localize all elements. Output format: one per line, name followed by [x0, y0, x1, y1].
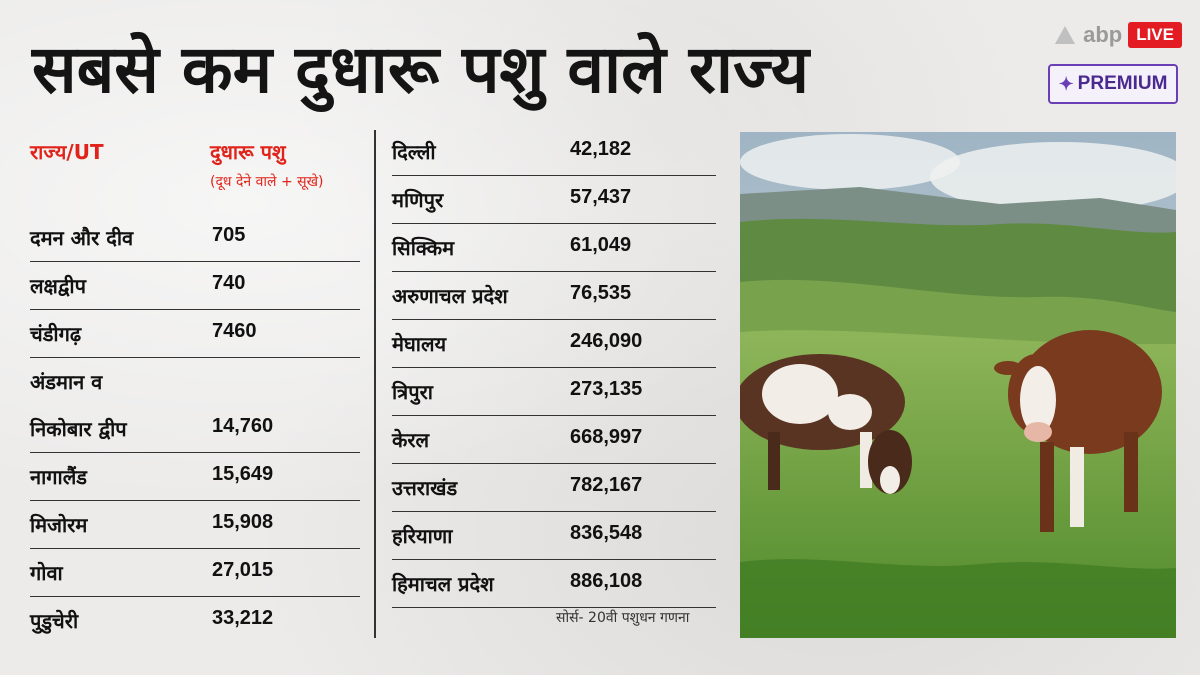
state-name: दमन और दीव [30, 226, 134, 250]
table-row: केरल 668,997 [392, 416, 716, 464]
animal-count: 15,908 [212, 511, 274, 533]
animal-count: 27,015 [212, 559, 274, 581]
state-name: निकोबार द्वीप [30, 417, 127, 441]
state-name: सिक्किम [392, 236, 455, 260]
table-row: मेघालय 246,090 [392, 320, 716, 368]
source-note: सोर्स- 20वी पशुधन गणना [556, 610, 690, 626]
table-row: सिक्किम 61,049 [392, 224, 716, 272]
table-row: हिमाचल प्रदेश 886,108 [392, 560, 716, 608]
table-row: अंडमान व [30, 358, 360, 405]
table-row: दिल्ली 42,182 [392, 128, 716, 176]
table-header: राज्य/UT दुधारू पशु (दूध देने वाले + सूख… [30, 128, 360, 214]
animal-count: 782,167 [570, 474, 643, 496]
left-table: राज्य/UT दुधारू पशु (दूध देने वाले + सूख… [30, 128, 360, 644]
live-badge: LIVE [1128, 22, 1182, 48]
premium-label: PREMIUM [1077, 73, 1168, 94]
table-row: निकोबार द्वीप 14,760 [30, 405, 360, 453]
state-name: उत्तराखंड [392, 476, 458, 500]
header-state: राज्य/UT [30, 140, 104, 164]
state-name: त्रिपुरा [392, 380, 433, 404]
animal-count: 273,135 [570, 378, 643, 400]
animal-count: 61,049 [570, 234, 632, 256]
page-title: सबसे कम दुधारू पशु वाले राज्य [32, 31, 809, 108]
state-name: दिल्ली [392, 140, 436, 164]
animal-count: 42,182 [570, 138, 632, 160]
state-name: अरुणाचल प्रदेश [392, 284, 508, 308]
sparkle-icon: ✦ [1058, 73, 1074, 94]
right-cow [994, 330, 1162, 532]
brand-logo[interactable]: abp LIVE [1055, 22, 1182, 48]
pasture-illustration [740, 132, 1176, 638]
premium-badge[interactable]: ✦ PREMIUM [1048, 64, 1178, 104]
header-count: दुधारू पशु [210, 140, 286, 164]
state-name: अंडमान व [30, 370, 103, 394]
table-row: हरियाणा 836,548 [392, 512, 716, 560]
animal-count: 33,212 [212, 607, 274, 629]
state-name: लक्षद्वीप [30, 274, 86, 298]
header-subtitle: (दूध देने वाले + सूखे) [210, 174, 324, 190]
animal-count: 705 [212, 224, 246, 246]
brand-name: abp [1083, 22, 1123, 47]
state-name: मेघालय [392, 332, 447, 356]
abp-logo-icon [1055, 26, 1076, 44]
table-row: पुडुचेरी 33,212 [30, 597, 360, 644]
state-name: मिजोरम [30, 513, 88, 537]
state-name: नागालैंड [30, 465, 87, 489]
table-row: गोवा 27,015 [30, 549, 360, 597]
column-divider [374, 130, 376, 638]
animal-count: 246,090 [570, 330, 643, 352]
table-row: मिजोरम 15,908 [30, 501, 360, 549]
animal-count: 76,535 [570, 282, 632, 304]
right-table: दिल्ली 42,182 मणिपुर 57,437 सिक्किम 61,0… [392, 128, 716, 608]
table-row: अरुणाचल प्रदेश 76,535 [392, 272, 716, 320]
cows-grazing-image [740, 132, 1176, 638]
table-row: नागालैंड 15,649 [30, 453, 360, 501]
state-name: चंडीगढ़ [30, 322, 82, 346]
state-name: मणिपुर [392, 188, 444, 212]
table-row: उत्तराखंड 782,167 [392, 464, 716, 512]
animal-count: 886,108 [570, 570, 643, 592]
table-row: त्रिपुरा 273,135 [392, 368, 716, 416]
table-row: चंडीगढ़ 7460 [30, 310, 360, 358]
state-name: हिमाचल प्रदेश [392, 572, 494, 596]
table-row: दमन और दीव 705 [30, 214, 360, 262]
animal-count: 668,997 [570, 426, 643, 448]
state-name: पुडुचेरी [30, 609, 79, 633]
state-name: केरल [392, 428, 430, 452]
left-cow [740, 354, 912, 494]
animal-count: 14,760 [212, 415, 274, 437]
table-row: लक्षद्वीप 740 [30, 262, 360, 310]
animal-count: 57,437 [570, 186, 632, 208]
animal-count: 740 [212, 272, 246, 294]
state-name: हरियाणा [392, 524, 453, 548]
animal-count: 15,649 [212, 463, 274, 485]
state-name: गोवा [30, 561, 63, 585]
animal-count: 836,548 [570, 522, 643, 544]
animal-count: 7460 [212, 320, 257, 342]
table-row: मणिपुर 57,437 [392, 176, 716, 224]
